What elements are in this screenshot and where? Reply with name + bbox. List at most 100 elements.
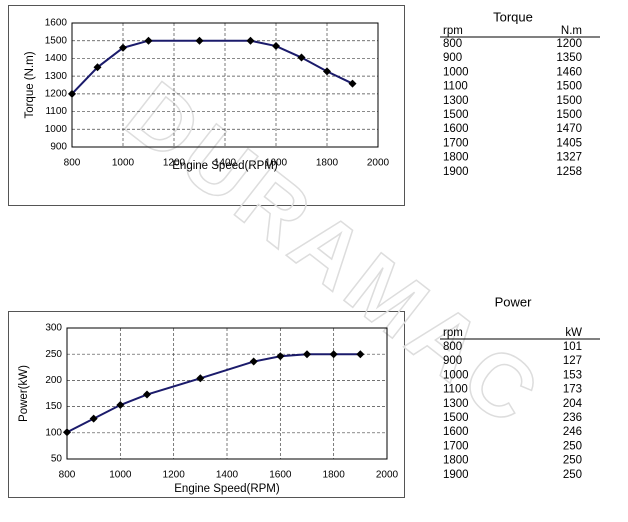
table-cell: 1460 [556,66,582,78]
y-tick-label: 200 [45,375,62,386]
table-cell: 1500 [556,81,582,93]
table-cell: 900 [443,355,462,367]
table-cell: 127 [563,355,582,367]
data-point [246,36,255,45]
y-tick-label: 1000 [45,124,68,135]
y-tick-label: 1200 [45,88,68,99]
data-point [249,357,258,366]
table-cell: 800 [443,341,462,353]
table-cell: 1200 [556,38,582,50]
y-tick-label: 900 [50,142,67,153]
data-point [195,36,204,45]
y-tick-label: 1600 [45,18,68,29]
data-point [297,53,306,62]
y-tick-label: 250 [45,349,62,360]
y-tick-label: 1400 [45,53,68,64]
table-cell: 250 [563,469,582,481]
data-point [63,428,71,437]
data-point [303,350,311,359]
table-cell: 1600 [443,426,469,438]
data-point [144,36,153,45]
table-cell: 250 [563,440,582,452]
chart-frame [8,5,405,206]
table-cell: 1300 [443,398,469,410]
table-cell: 1800 [443,152,469,164]
x-tick-label: 1800 [323,470,346,481]
table-cell: 1258 [556,166,582,178]
table-cell: 1350 [556,52,582,64]
x-tick-label: 1800 [316,158,339,169]
watermark: DURAMAC [108,62,560,446]
table-cell: 1327 [556,152,582,164]
data-line [66,353,361,434]
y-tick-label: 100 [45,427,62,438]
plot-area [71,22,379,148]
data-point [348,79,357,88]
table-cell: 1700 [443,137,469,149]
data-point [68,89,76,98]
table-cell: 1470 [556,123,582,135]
x-tick-label: 1600 [265,158,288,169]
table-cell: 800 [443,38,462,50]
table-cell: 236 [563,412,582,424]
data-point [116,401,125,410]
table-cell: 1500 [443,412,469,424]
y-tick-label: 1500 [45,35,68,46]
y-tick-label: 150 [45,401,62,412]
y-axis-label: Torque (N.m) [24,51,36,118]
y-tick-label: 1300 [45,71,68,82]
data-point [143,390,151,399]
table-cell: 1405 [556,137,582,149]
data-point [356,350,365,359]
data-point [272,42,280,51]
data-point [329,350,338,359]
data-point [93,63,102,72]
plot-area [66,327,388,460]
table-cell: 1500 [556,109,582,121]
column-header: N.m [561,25,582,37]
table-cell: 1700 [443,440,469,452]
table-cell: 1500 [556,95,582,107]
table-cell: 246 [563,426,582,438]
table-cell: 173 [563,384,582,396]
x-axis-label: Engine Speed(RPM) [172,160,278,172]
table-title: Torque [493,9,533,24]
table-cell: 1000 [443,66,469,78]
table-cell: 1600 [443,123,469,135]
data-point [276,352,285,361]
x-tick-label: 1000 [109,470,132,481]
table-cell: 1300 [443,95,469,107]
y-tick-label: 50 [51,454,63,465]
x-tick-label: 800 [64,158,81,169]
column-header: rpm [443,25,463,37]
x-tick-label: 1400 [214,158,237,169]
table-cell: 1900 [443,166,469,178]
data-point [196,374,205,383]
x-tick-label: 1400 [216,470,239,481]
table-cell: 1100 [443,384,468,396]
x-tick-label: 1200 [163,470,186,481]
column-header: rpm [443,327,463,339]
table-title: Power [495,294,533,309]
x-tick-label: 1000 [112,158,135,169]
y-tick-label: 1100 [45,106,67,117]
chart-frame [8,311,405,498]
column-header: kW [565,327,582,339]
x-tick-label: 2000 [367,158,390,169]
data-point [119,43,127,52]
table-cell: 101 [563,341,582,353]
x-tick-label: 1600 [269,470,292,481]
x-tick-label: 800 [59,470,76,481]
table-cell: 250 [563,455,582,467]
table-cell: 1000 [443,369,469,381]
x-tick-label: 2000 [376,470,399,481]
x-tick-label: 1200 [163,158,186,169]
data-point [323,67,331,76]
table-cell: 204 [563,398,583,410]
y-axis-label: Power(kW) [18,365,30,422]
table-cell: 153 [563,369,582,381]
table-cell: 1500 [443,109,469,121]
table-cell: 1900 [443,469,469,481]
data-line [71,39,353,95]
